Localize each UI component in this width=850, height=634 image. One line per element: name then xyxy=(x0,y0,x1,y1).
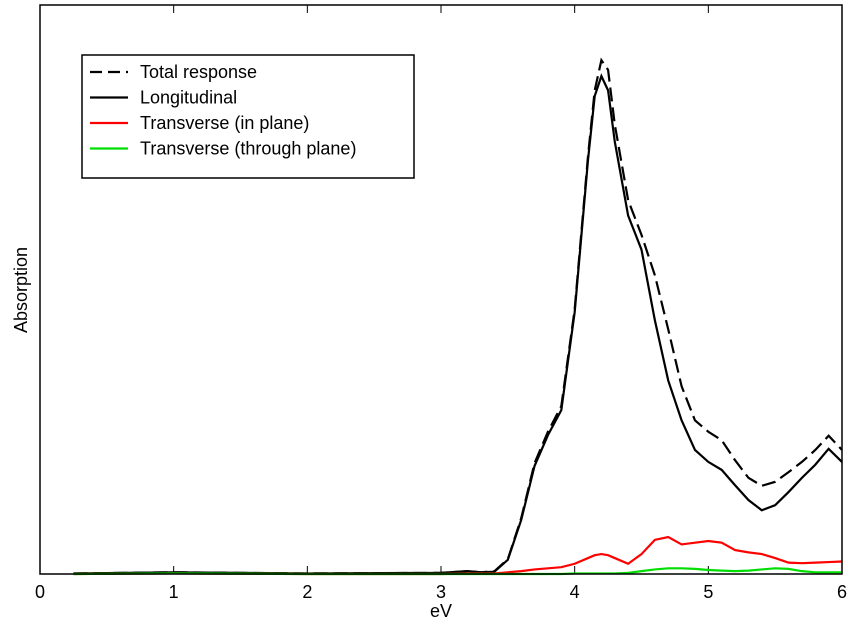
y-axis-label: Absorption xyxy=(11,247,31,333)
legend-label: Transverse (through plane) xyxy=(140,139,356,159)
x-tick-label: 0 xyxy=(35,582,45,602)
x-tick-label: 5 xyxy=(703,582,713,602)
x-axis-label: eV xyxy=(430,601,452,621)
legend-label: Total response xyxy=(140,62,257,82)
legend-label: Transverse (in plane) xyxy=(140,113,309,133)
x-tick-label: 4 xyxy=(570,582,580,602)
x-tick-label: 1 xyxy=(169,582,179,602)
series-line xyxy=(73,535,843,576)
x-tick-label: 3 xyxy=(436,582,446,602)
legend-label: Longitudinal xyxy=(140,88,237,108)
legend-box xyxy=(81,54,415,179)
plot-frame xyxy=(39,4,843,575)
series-line xyxy=(73,73,843,575)
x-tick-label: 2 xyxy=(302,582,312,602)
x-tick-label: 6 xyxy=(837,582,847,602)
series-line xyxy=(73,57,843,575)
